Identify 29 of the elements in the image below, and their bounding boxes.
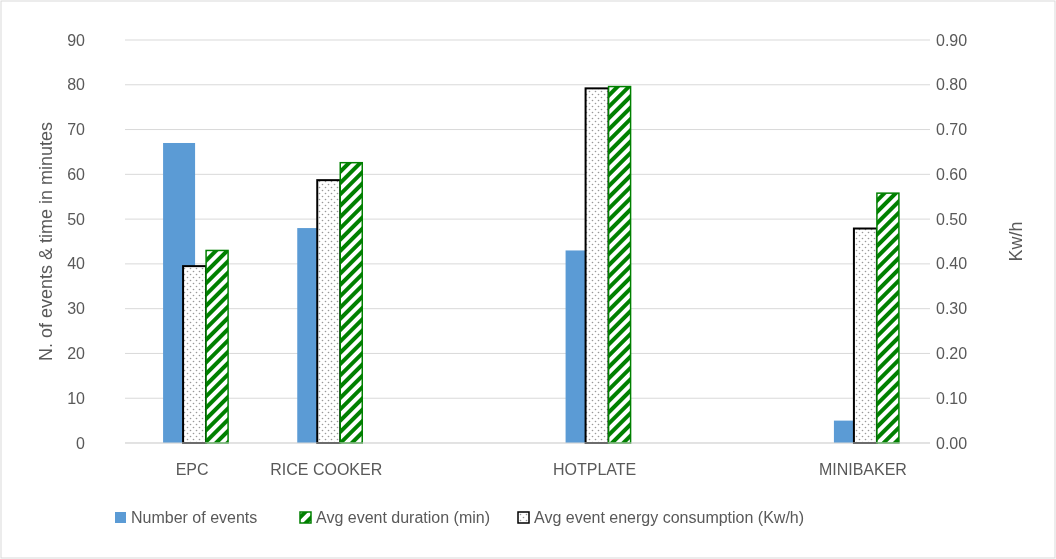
y-tick-label: 10 <box>67 389 86 407</box>
y2-axis-title: Kw/h <box>1006 221 1026 262</box>
y-tick-label: 50 <box>67 210 86 228</box>
y2-tick-label: 0.50 <box>936 210 968 228</box>
y2-tick-label: 0.20 <box>936 345 968 363</box>
y-tick-label: 40 <box>67 255 86 273</box>
y-tick-label: 30 <box>67 300 86 318</box>
y2-tick-label: 0.60 <box>936 165 968 183</box>
y-tick-label: 20 <box>67 345 86 363</box>
y-axis-title: N. of events & time in minutes <box>36 121 56 362</box>
y2-tick-label: 0.90 <box>936 31 968 49</box>
y2-tick-label: 0.70 <box>936 121 968 139</box>
y2-tick-label: 0.30 <box>936 300 968 318</box>
y-tick-label: 70 <box>67 121 86 139</box>
x-tick-label: MINIBAKER <box>818 461 907 478</box>
y-tick-label: 60 <box>67 165 86 183</box>
y-tick-label: 80 <box>67 76 86 94</box>
y2-tick-label: 0.00 <box>936 434 968 452</box>
legend-label: Avg event duration (min) <box>316 509 491 526</box>
y2-tick-label: 0.10 <box>936 389 968 407</box>
legend-label: Avg event energy consumption (Kw/h) <box>534 509 805 526</box>
y-tick-label: 0 <box>76 434 86 452</box>
y2-tick-label: 0.80 <box>936 76 968 94</box>
x-tick-label: RICE COOKER <box>270 461 383 478</box>
y2-tick-label: 0.40 <box>936 255 968 273</box>
x-tick-label: HOTPLATE <box>552 461 637 478</box>
x-tick-label: EPC <box>175 461 209 478</box>
legend-label: Number of events <box>131 509 258 526</box>
y-tick-label: 90 <box>67 31 86 49</box>
